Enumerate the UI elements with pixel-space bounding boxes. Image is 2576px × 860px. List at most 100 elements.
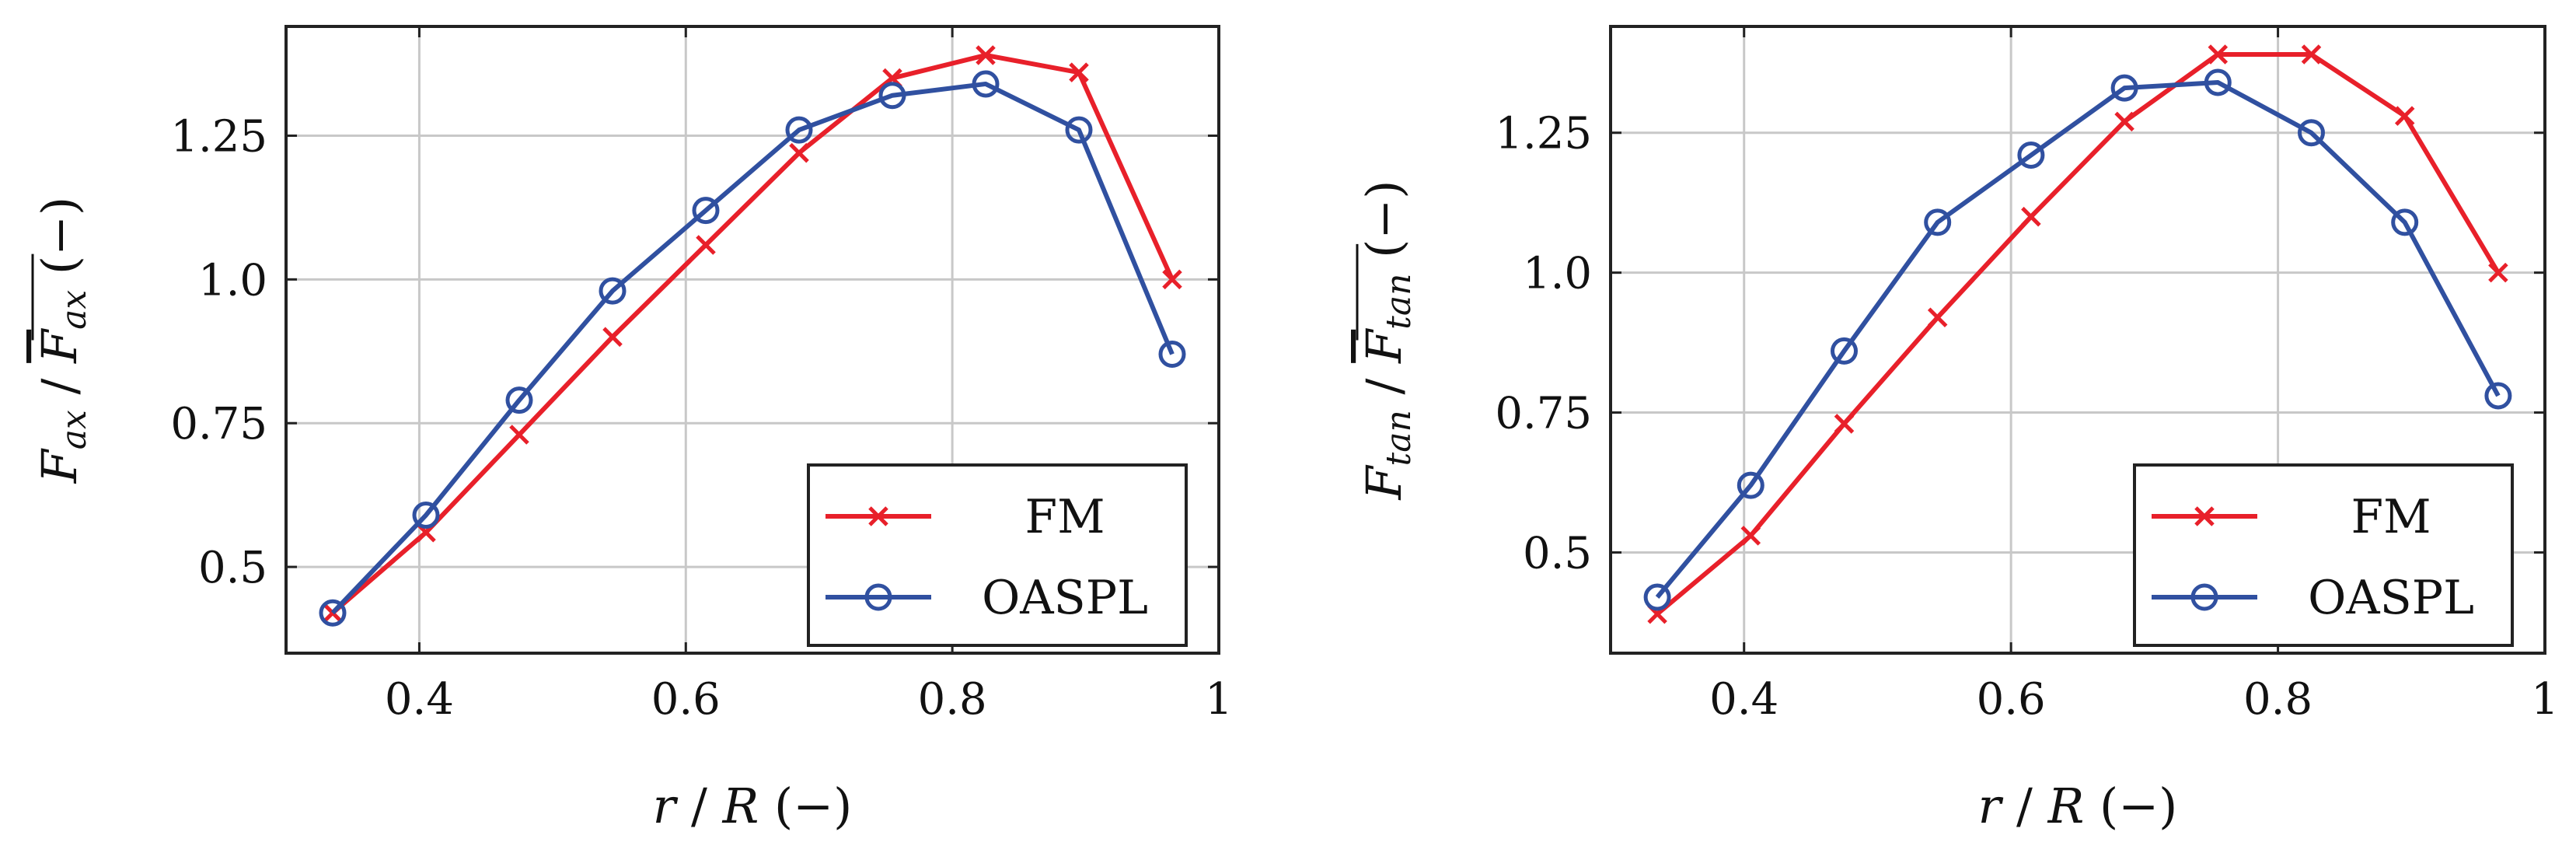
fm-marker-stroke (2301, 44, 2322, 65)
oaspl-data-point (2204, 68, 2232, 96)
oaspl-data-point (785, 116, 813, 144)
fm-data-point (602, 327, 623, 348)
x-tick-label: 0.4 (385, 674, 454, 725)
oaspl-data-point (972, 70, 1000, 98)
oaspl-data-point (2110, 74, 2138, 102)
fm-marker-stroke (509, 425, 529, 445)
y-tick-label: 1.25 (1495, 109, 1592, 159)
fm-marker-stroke (2208, 44, 2229, 65)
oaspl-data-point (2391, 208, 2419, 236)
fm-marker-stroke (789, 142, 809, 163)
legend-item-oaspl: OASPL (826, 571, 1148, 625)
fm-data-point (2021, 206, 2041, 227)
x-tick-label: 0.8 (918, 674, 987, 725)
y-axis-label: Ftan / Ftan (−) (1356, 180, 1419, 501)
y-axis-label: Fax / Fax (−) (31, 197, 94, 484)
series-line-fm (331, 52, 1175, 615)
oaspl-data-point (2298, 119, 2325, 147)
fm-marker-stroke (2394, 106, 2415, 126)
y-tick-label: 0.75 (170, 399, 267, 449)
legend-label: FM (2351, 490, 2431, 544)
oaspl-data-point (1065, 116, 1093, 144)
fm-marker-stroke (2114, 111, 2134, 132)
chart-panel-1: 0.4 0.6 0.8 1 0.5 0.75 1.0 1.25 r / R (−) Fax / F… (31, 25, 1233, 834)
fm-data-point (1834, 414, 1855, 434)
oaspl-data-point (2484, 382, 2512, 410)
fm-data-point (1927, 307, 1948, 327)
oaspl-data-point (1924, 208, 1952, 236)
fm-marker-stroke (976, 45, 996, 65)
legend-marker-o (864, 583, 892, 611)
oaspl-data-point (319, 599, 347, 627)
fm-data-point (1740, 526, 1761, 546)
legend-box (2133, 463, 2514, 647)
y-tick-label: 0.75 (1495, 389, 1592, 439)
series-line-oaspl (330, 81, 1175, 615)
legend-label: OASPL (2308, 571, 2474, 625)
legend: FM OASPL (807, 463, 1188, 647)
oaspl-data-point (505, 386, 533, 414)
oaspl-data-point (1831, 337, 1858, 365)
y-tick-label: 1.0 (198, 255, 267, 306)
fm-data-point (2114, 111, 2134, 132)
oaspl-data-point (412, 502, 440, 530)
x-tick-label: 0.4 (1709, 674, 1778, 725)
legend-marker-o (2190, 583, 2218, 611)
fm-data-point (1069, 62, 1089, 82)
oaspl-data-point (2017, 142, 2045, 170)
fm-marker-stroke (1162, 269, 1182, 290)
oaspl-data-point (692, 197, 720, 225)
series-line-fm (1656, 51, 2501, 616)
x-tick-label: 0.6 (1977, 674, 2046, 725)
fm-marker-stroke (2021, 206, 2041, 227)
x-tick-label: 1 (2531, 674, 2559, 725)
fm-marker-stroke (602, 327, 623, 348)
fm-marker-stroke (2488, 262, 2508, 283)
plot-frame (284, 25, 1220, 655)
legend: FM OASPL (2133, 463, 2514, 647)
fm-data-point (976, 45, 996, 65)
oaspl-data-point (1643, 583, 1671, 611)
y-axis-label-text: Fax / Fax (−) (31, 197, 94, 484)
legend-marker-x (868, 506, 888, 526)
x-tick-label: 1 (1205, 674, 1233, 725)
fm-data-point (509, 425, 529, 445)
plot-frame (1609, 25, 2546, 655)
fm-marker-stroke (696, 235, 716, 255)
legend-item-fm: FM (826, 490, 1105, 544)
legend-marker-x (2194, 506, 2215, 526)
fm-marker-stroke (1834, 414, 1855, 434)
legend-label: OASPL (982, 571, 1148, 625)
chart-panel-2: 0.4 0.6 0.8 1 0.5 0.75 1.0 1.25 r / R (−) Ftan / … (1356, 25, 2559, 834)
series-oaspl (1643, 68, 2512, 611)
x-axis-label: r / R (−) (653, 778, 853, 834)
y-tick-label: 0.5 (1523, 528, 1592, 579)
x-axis-label: r / R (−) (1978, 778, 2178, 834)
oaspl-data-point (1737, 471, 1764, 499)
oaspl-data-point (599, 277, 627, 305)
fm-marker-stroke (1927, 307, 1948, 327)
legend-item-oaspl: OASPL (2152, 571, 2474, 625)
legend-label: FM (1024, 490, 1105, 544)
fm-data-point (696, 235, 716, 255)
series-fm (1647, 44, 2508, 624)
oaspl-data-point (878, 82, 906, 110)
y-tick-label: 1.0 (1523, 249, 1592, 299)
fm-data-point (2301, 44, 2322, 65)
fm-marker-stroke (1740, 526, 1761, 546)
fm-data-point (2394, 106, 2415, 126)
fm-data-point (1162, 269, 1182, 290)
series-line-oaspl (1655, 79, 2501, 599)
fm-data-point (2208, 44, 2229, 65)
x-tick-label: 0.6 (651, 674, 721, 725)
fm-marker-stroke (1069, 62, 1089, 82)
legend-box (807, 463, 1188, 647)
fm-data-point (2488, 262, 2508, 283)
oaspl-data-point (1158, 340, 1186, 368)
y-tick-label: 0.5 (198, 543, 267, 593)
fm-data-point (789, 142, 809, 163)
y-tick-label: 1.25 (170, 111, 267, 162)
x-tick-label: 0.8 (2243, 674, 2312, 725)
series-oaspl (319, 70, 1186, 627)
